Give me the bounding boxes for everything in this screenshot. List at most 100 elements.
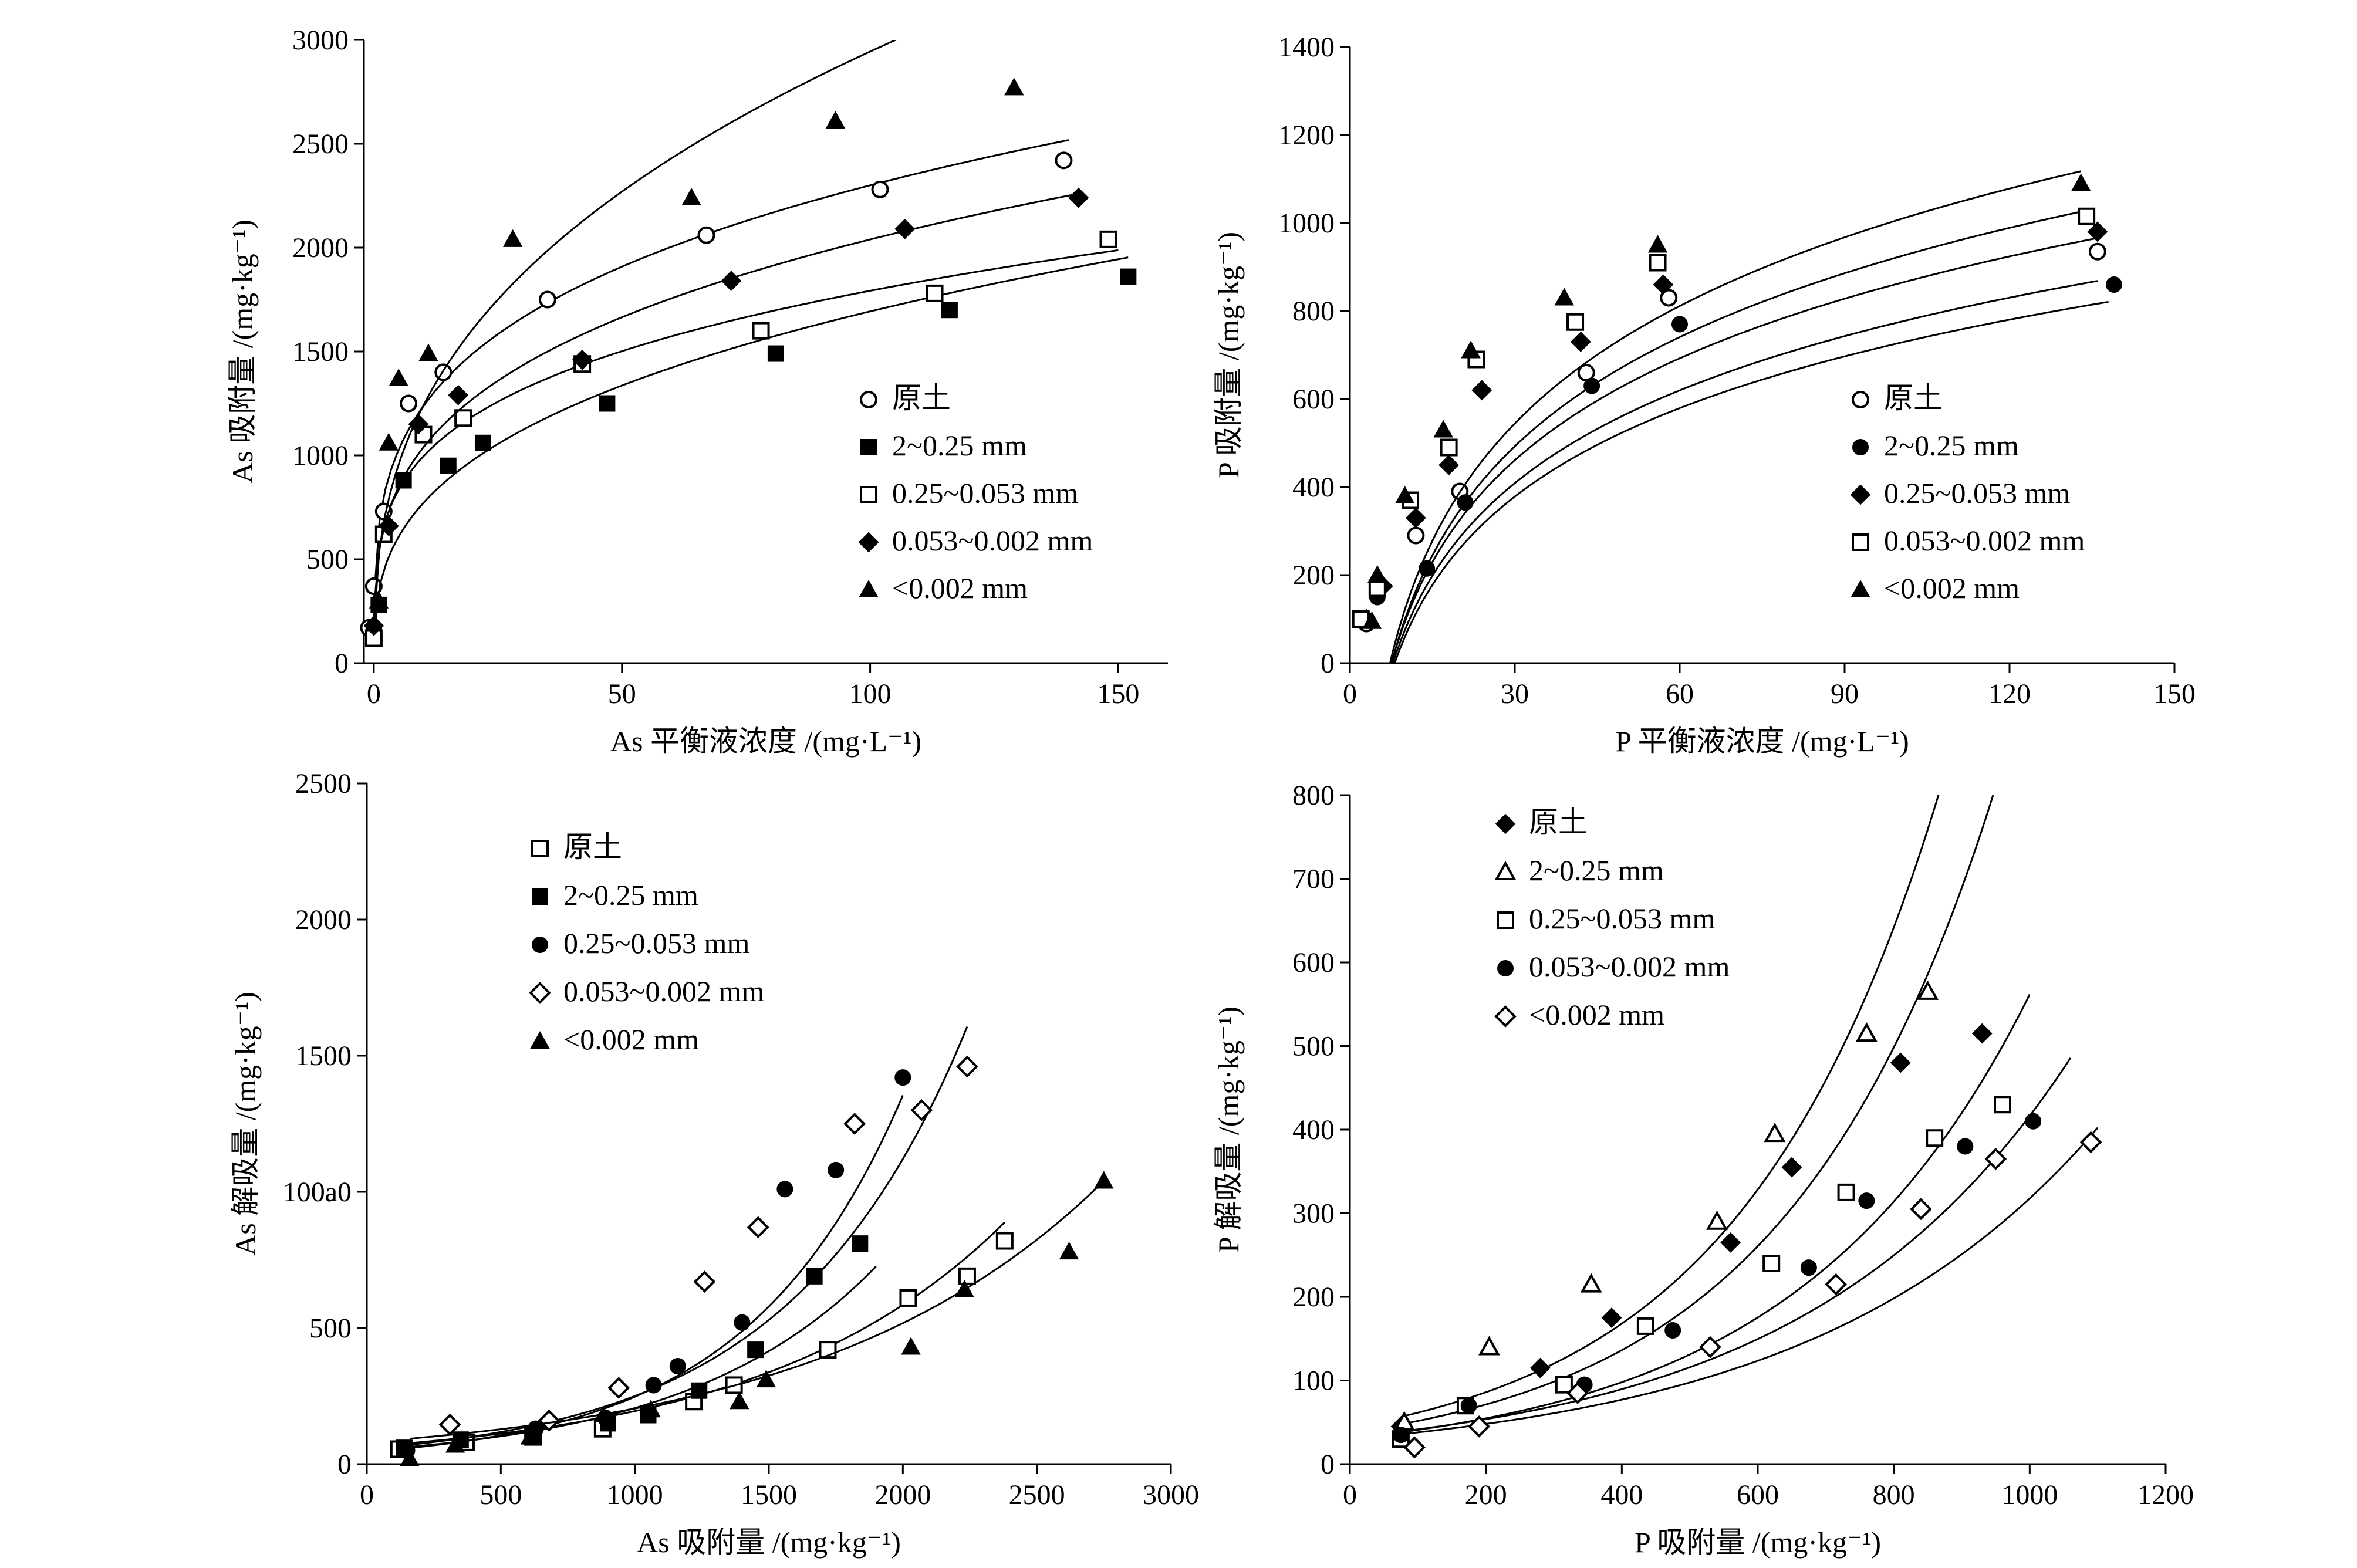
x-tick-label: 30 bbox=[1501, 678, 1529, 709]
x-tick-label: 50 bbox=[608, 678, 636, 709]
data-point bbox=[995, 1232, 1014, 1250]
data-point bbox=[2087, 221, 2108, 242]
data-point bbox=[1554, 288, 1574, 306]
data-point bbox=[956, 1055, 978, 1078]
legend-marker bbox=[530, 1030, 550, 1049]
y-tick-label: 100a0 bbox=[283, 1177, 352, 1208]
x-tick-label: 100 bbox=[849, 678, 892, 709]
y-tick-label: 2000 bbox=[292, 232, 349, 263]
y-axis-title: As 吸附量 /(mg·kg⁻¹) bbox=[226, 219, 259, 484]
data-point bbox=[1660, 289, 1678, 307]
x-tick-label: 120 bbox=[1988, 678, 2031, 709]
y-tick-label: 0 bbox=[1321, 648, 1335, 679]
data-point bbox=[400, 394, 418, 413]
data-point bbox=[1664, 1322, 1681, 1339]
y-tick-label: 400 bbox=[1292, 1114, 1335, 1145]
legend-marker bbox=[532, 937, 548, 953]
data-point bbox=[379, 432, 399, 451]
x-tick-label: 1500 bbox=[741, 1479, 797, 1510]
data-point bbox=[1671, 316, 1688, 333]
legend-marker bbox=[1852, 533, 1869, 551]
data-point bbox=[1601, 1307, 1622, 1329]
x-tick-label: 150 bbox=[2153, 678, 2196, 709]
data-point bbox=[538, 290, 556, 309]
legend-marker bbox=[529, 982, 551, 1004]
data-point bbox=[1706, 1210, 1728, 1230]
data-point bbox=[825, 111, 846, 129]
data-point bbox=[2079, 1131, 2102, 1154]
y-tick-label: 200 bbox=[1292, 1282, 1335, 1313]
legend-label: 原土 bbox=[563, 830, 622, 863]
data-point bbox=[1367, 565, 1387, 583]
legend-label: 0.25~0.053 mm bbox=[892, 477, 1078, 509]
legend-marker bbox=[860, 391, 877, 408]
data-point bbox=[1460, 1397, 1477, 1414]
legend-marker bbox=[1497, 911, 1514, 929]
data-point bbox=[1957, 1138, 1974, 1155]
y-axis-title: As 解吸量 /(mg·kg⁻¹) bbox=[229, 992, 262, 1256]
data-point bbox=[958, 1267, 976, 1285]
data-point bbox=[1362, 611, 1382, 629]
data-point bbox=[1764, 1123, 1786, 1143]
y-tick-label: 1500 bbox=[292, 336, 349, 367]
y-tick-label: 500 bbox=[1292, 1031, 1335, 1062]
legend-label: 原土 bbox=[1884, 381, 1943, 414]
panel-as-desorption: 0 500 1000 1500 2000 2500 3000 0 500 100a0 1500 200… bbox=[229, 768, 1199, 1559]
x-tick-label: 1200 bbox=[2137, 1479, 2194, 1510]
data-point bbox=[1994, 1096, 2011, 1114]
legend-marker bbox=[1852, 391, 1869, 408]
x-axis-title: P 吸附量 /(mg·kg⁻¹) bbox=[1635, 1526, 1881, 1559]
data-point bbox=[852, 1235, 869, 1252]
data-point bbox=[1059, 1242, 1079, 1260]
x-axis-title: As 平衡液浓度 /(mg·L⁻¹) bbox=[610, 725, 921, 758]
fit-curve bbox=[373, 249, 1119, 610]
data-point bbox=[1068, 187, 1089, 208]
data-point bbox=[400, 1448, 420, 1466]
y-tick-label: 500 bbox=[309, 1313, 352, 1344]
data-point bbox=[1440, 438, 1458, 457]
data-point bbox=[1647, 235, 1668, 253]
data-point bbox=[408, 414, 429, 435]
x-tick-label: 2000 bbox=[874, 1479, 931, 1510]
legend-label: <0.002 mm bbox=[1884, 572, 2020, 604]
data-point bbox=[681, 187, 701, 206]
data-point bbox=[607, 1377, 630, 1399]
x-tick-label: 0 bbox=[1343, 1479, 1357, 1510]
legend-label: 0.053~0.002 mm bbox=[563, 975, 764, 1008]
data-point bbox=[599, 395, 616, 412]
data-point bbox=[1394, 485, 1415, 503]
data-point bbox=[1971, 1023, 1993, 1044]
data-point bbox=[2071, 173, 2091, 191]
legend-label: 0.053~0.002 mm bbox=[1529, 950, 1730, 983]
data-point bbox=[418, 343, 438, 361]
data-point bbox=[828, 1161, 845, 1178]
fit-curve bbox=[404, 1095, 904, 1449]
data-point bbox=[941, 302, 958, 319]
data-point bbox=[1636, 1317, 1654, 1335]
y-tick-label: 800 bbox=[1292, 780, 1335, 811]
panel-p-desorption: 0 200 400 600 800 1000 1200 0 100 200 300 400 500 600… bbox=[1212, 780, 2194, 1559]
x-tick-label: 800 bbox=[1873, 1479, 1915, 1510]
y-tick-label: 1000 bbox=[1278, 208, 1335, 239]
legend-marker bbox=[1494, 860, 1517, 880]
legend-marker bbox=[1497, 960, 1514, 976]
data-point bbox=[1762, 1255, 1781, 1272]
data-point bbox=[1653, 274, 1674, 295]
data-point bbox=[1580, 1273, 1602, 1293]
data-point bbox=[2025, 1113, 2042, 1130]
data-point bbox=[1120, 268, 1137, 285]
y-tick-label: 0 bbox=[337, 1449, 352, 1480]
data-point bbox=[369, 590, 389, 609]
legend-label: 原土 bbox=[892, 381, 951, 414]
data-point bbox=[725, 1376, 743, 1394]
data-point bbox=[747, 1216, 769, 1239]
data-point bbox=[806, 1268, 823, 1285]
data-point bbox=[752, 322, 770, 340]
y-tick-label: 1000 bbox=[292, 440, 349, 471]
x-tick-label: 200 bbox=[1465, 1479, 1507, 1510]
data-point bbox=[1566, 313, 1585, 331]
data-point bbox=[843, 1113, 866, 1135]
y-axis-title: P 吸附量 /(mg·kg⁻¹) bbox=[1212, 232, 1245, 478]
data-point bbox=[669, 1357, 686, 1374]
